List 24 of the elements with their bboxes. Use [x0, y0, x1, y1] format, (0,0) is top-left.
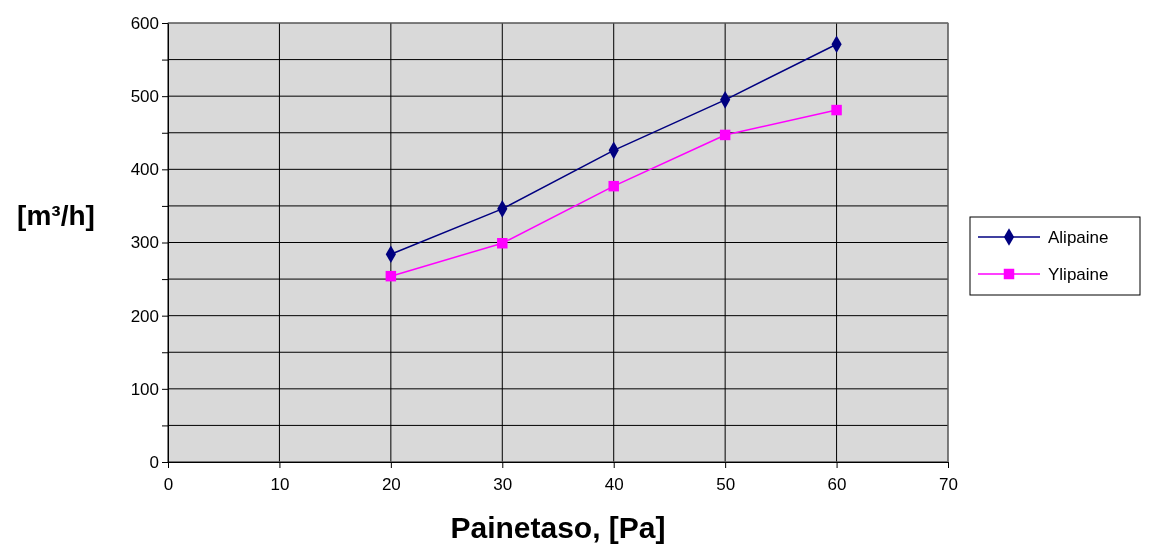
- point: [719, 129, 731, 141]
- point: [497, 237, 508, 249]
- x-tick-label: 20: [381, 474, 401, 494]
- y-tick-label: 600: [130, 13, 159, 33]
- y-tick-label: 200: [130, 306, 159, 326]
- x-tick-label: 70: [939, 474, 958, 494]
- y-tick-label: 0: [149, 452, 159, 472]
- y-axis-title: [m³/h]: [17, 200, 95, 231]
- x-tick-label: 40: [604, 474, 624, 494]
- legend-label: Alipaine: [1048, 228, 1109, 247]
- y-tick-label: 400: [130, 160, 159, 180]
- x-tick-label: 30: [493, 474, 513, 494]
- point: [608, 180, 619, 192]
- y-tick-label: 500: [130, 87, 159, 107]
- x-tick-label: 50: [716, 474, 736, 494]
- point: [385, 270, 397, 282]
- y-tick-label: 300: [130, 233, 159, 253]
- x-tick-label: 0: [163, 474, 174, 494]
- legend-label: Ylipaine: [1048, 265, 1109, 284]
- x-tick-label: 60: [827, 474, 847, 494]
- point: [831, 104, 842, 116]
- x-tick-label: 10: [270, 474, 290, 494]
- x-axis-title: Painetaso, [Pa]: [450, 511, 666, 544]
- y-tick-label: 100: [130, 379, 159, 399]
